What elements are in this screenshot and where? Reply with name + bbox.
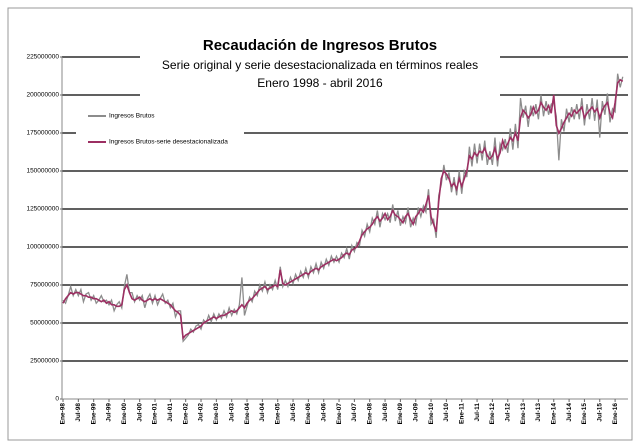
x-tick-label: Ene-16	[612, 403, 619, 425]
x-tick-label: Jul-00	[136, 403, 143, 422]
x-tick-label: Ene-05	[274, 403, 281, 425]
chart-subtitle: Serie original y serie desestacionalizad…	[162, 58, 478, 72]
y-tick-label: 200000000	[26, 92, 59, 99]
x-tick-label: Jul-07	[351, 403, 358, 422]
legend: Ingresos Brutos Ingresos Brutos-serie des…	[88, 113, 228, 146]
x-tick-label: Ene-99	[90, 403, 97, 425]
y-tick-label: 175000000	[26, 130, 59, 137]
x-tick-label: Ene-07	[336, 403, 343, 425]
x-tick-label: Ene-01	[152, 403, 159, 425]
x-tick-label: Jul-04	[259, 403, 266, 422]
x-tick-label: Ene-00	[121, 403, 128, 425]
y-tick-label: 100000000	[26, 244, 59, 251]
x-tick-label: Ene-14	[550, 403, 557, 425]
x-tick-label: Ene-08	[366, 403, 373, 425]
x-tick-label: Ene-04	[244, 403, 251, 425]
legend-label: Ingresos Brutos	[109, 113, 155, 120]
x-tick-label: Jul-06	[320, 403, 327, 422]
x-tick-label: Ene-98	[60, 403, 67, 425]
x-tick-label: Ene-09	[397, 403, 404, 425]
x-tick-label: Jul-15	[596, 403, 603, 422]
x-tick-label: Ene-10	[428, 403, 435, 425]
y-tick-label: 75000000	[30, 282, 59, 289]
x-tick-label: Jul-05	[290, 403, 297, 422]
y-tick-label: 25000000	[30, 358, 59, 365]
x-tick-label: Jul-02	[198, 403, 205, 422]
x-tick-label: Ene-03	[213, 403, 220, 425]
x-tick-label: Jul-14	[566, 403, 573, 422]
plot	[62, 73, 624, 343]
x-tick-label: Ene-15	[581, 403, 588, 425]
y-tick-label: 150000000	[26, 168, 59, 175]
x-tick-label: Ene-11	[458, 403, 465, 424]
series-line	[62, 78, 624, 341]
x-tick-label: Jul-03	[228, 403, 235, 422]
title-background	[140, 36, 500, 98]
x-tick-label: Jul-99	[106, 403, 113, 422]
y-tick-label: 0	[55, 396, 59, 403]
chart-title: Recaudación de Ingresos Brutos	[203, 37, 437, 54]
x-tick-label: Jul-13	[535, 403, 542, 422]
y-tick-label: 225000000	[26, 54, 59, 61]
x-tick-label: Jul-98	[75, 403, 82, 422]
x-tick-label: Jul-11	[474, 403, 481, 422]
x-tick-label: Jul-10	[443, 403, 450, 422]
chart-subtitle: Enero 1998 - abril 2016	[257, 76, 383, 90]
x-tick-label: Ene-06	[305, 403, 312, 425]
legend-label: Ingresos Brutos-serie desestacionalizada	[109, 139, 228, 146]
x-tick-label: Ene-12	[489, 403, 496, 425]
x-tick-label: Jul-08	[382, 403, 389, 422]
x-tick-label: Ene-13	[520, 403, 527, 425]
x-tick-label: Jul-01	[167, 403, 174, 422]
y-tick-label: 50000000	[30, 320, 59, 327]
x-tick-label: Jul-09	[412, 403, 419, 422]
y-tick-label: 125000000	[26, 206, 59, 213]
x-tick-label: Ene-02	[182, 403, 189, 425]
legend-background	[76, 106, 244, 152]
x-tick-label: Jul-12	[504, 403, 511, 422]
